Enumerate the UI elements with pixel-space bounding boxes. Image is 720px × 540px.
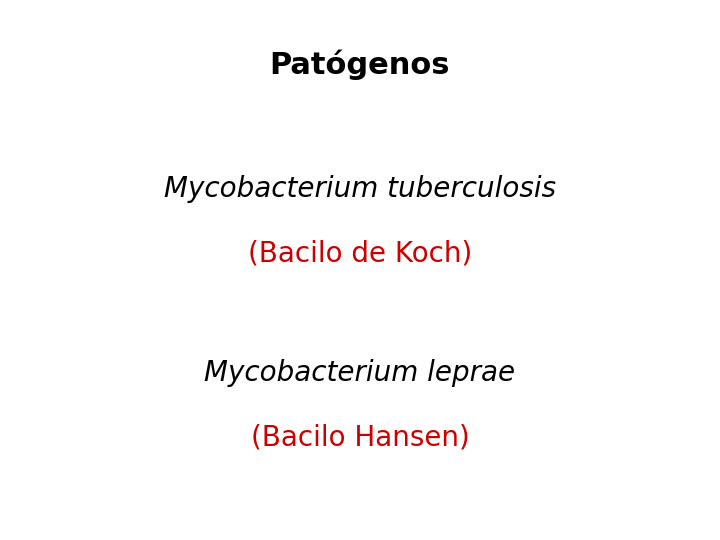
- Text: Mycobacterium tuberculosis: Mycobacterium tuberculosis: [164, 175, 556, 203]
- Text: (Bacilo de Koch): (Bacilo de Koch): [248, 240, 472, 268]
- Text: Mycobacterium leprae: Mycobacterium leprae: [204, 359, 516, 387]
- Text: Patógenos: Patógenos: [270, 50, 450, 80]
- Text: (Bacilo Hansen): (Bacilo Hansen): [251, 423, 469, 451]
